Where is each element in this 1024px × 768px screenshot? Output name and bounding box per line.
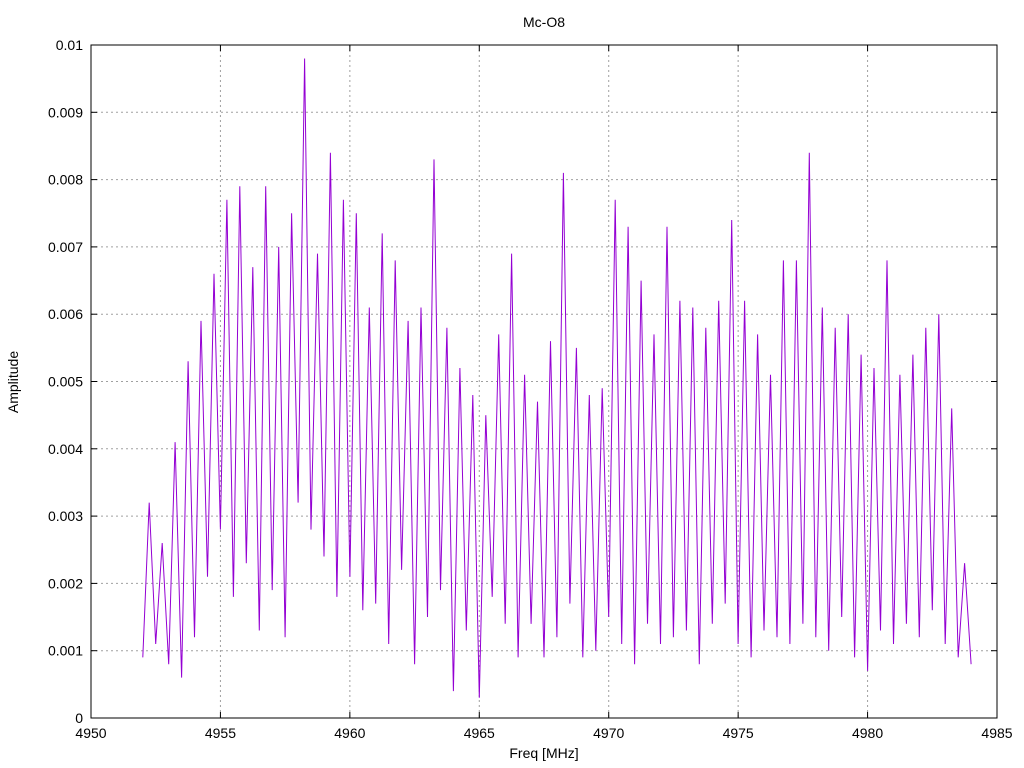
grid	[91, 45, 997, 718]
y-tick-label: 0.006	[48, 306, 83, 322]
y-axis-label: Amplitude	[5, 351, 21, 413]
y-tick-label: 0.001	[48, 643, 83, 659]
series-line	[142, 58, 972, 698]
chart-title: Mc-O8	[523, 14, 565, 30]
x-tick-label: 4960	[334, 725, 365, 741]
y-tick-label: 0.002	[48, 575, 83, 591]
series-layer	[142, 58, 972, 698]
x-tick-label: 4965	[464, 725, 495, 741]
x-tick-label: 4975	[723, 725, 754, 741]
y-ticks: 0 0.001 0.002 0.003 0.004 0.005 0.006 0.007 0.00…	[48, 37, 997, 726]
x-ticks: 4950 4955 4960 4965 4970 4975 4980 4985	[75, 45, 1013, 741]
y-tick-label: 0.009	[48, 104, 83, 120]
x-tick-label: 4955	[205, 725, 236, 741]
y-tick-label: 0.005	[48, 374, 83, 390]
x-tick-label: 4970	[593, 725, 624, 741]
y-tick-label: 0	[75, 710, 83, 726]
y-tick-label: 0.004	[48, 441, 83, 457]
x-tick-label: 4985	[981, 725, 1012, 741]
y-tick-label: 0.01	[56, 37, 83, 53]
y-tick-label: 0.008	[48, 172, 83, 188]
y-tick-label: 0.007	[48, 239, 83, 255]
y-tick-label: 0.003	[48, 508, 83, 524]
x-tick-label: 4980	[852, 725, 883, 741]
x-tick-label: 4950	[75, 725, 106, 741]
x-axis-label: Freq [MHz]	[509, 745, 578, 761]
